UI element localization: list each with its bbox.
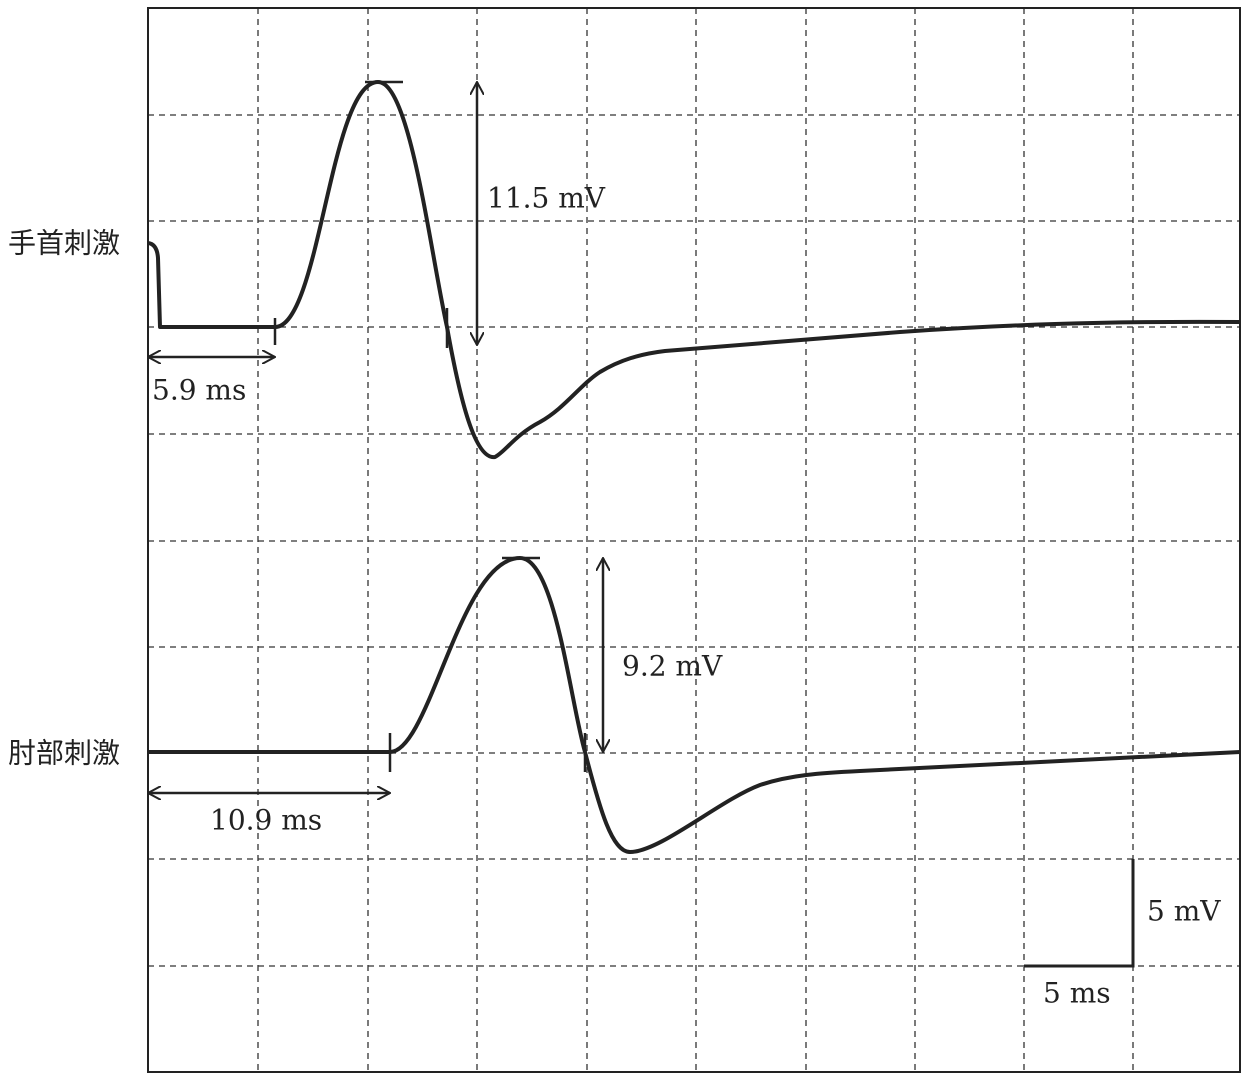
latency-label: 5.9 ms xyxy=(152,374,246,407)
scale-voltage: 5 mV xyxy=(1147,895,1221,928)
amplitude-label: 11.5 mV xyxy=(487,182,606,215)
latency-label: 10.9 ms xyxy=(210,804,322,837)
elbow-waveform xyxy=(148,556,1241,854)
scale-time: 5 ms xyxy=(1043,977,1111,1010)
amplitude-label: 9.2 mV xyxy=(622,650,723,683)
trace-label: 肘部刺激 xyxy=(8,737,120,770)
trace-label: 手首刺激 xyxy=(8,227,120,260)
frame xyxy=(147,7,1241,1073)
grid xyxy=(148,8,1240,1072)
scale-bar xyxy=(1024,859,1135,968)
wrist-waveform xyxy=(147,80,1241,460)
markers xyxy=(273,80,587,772)
